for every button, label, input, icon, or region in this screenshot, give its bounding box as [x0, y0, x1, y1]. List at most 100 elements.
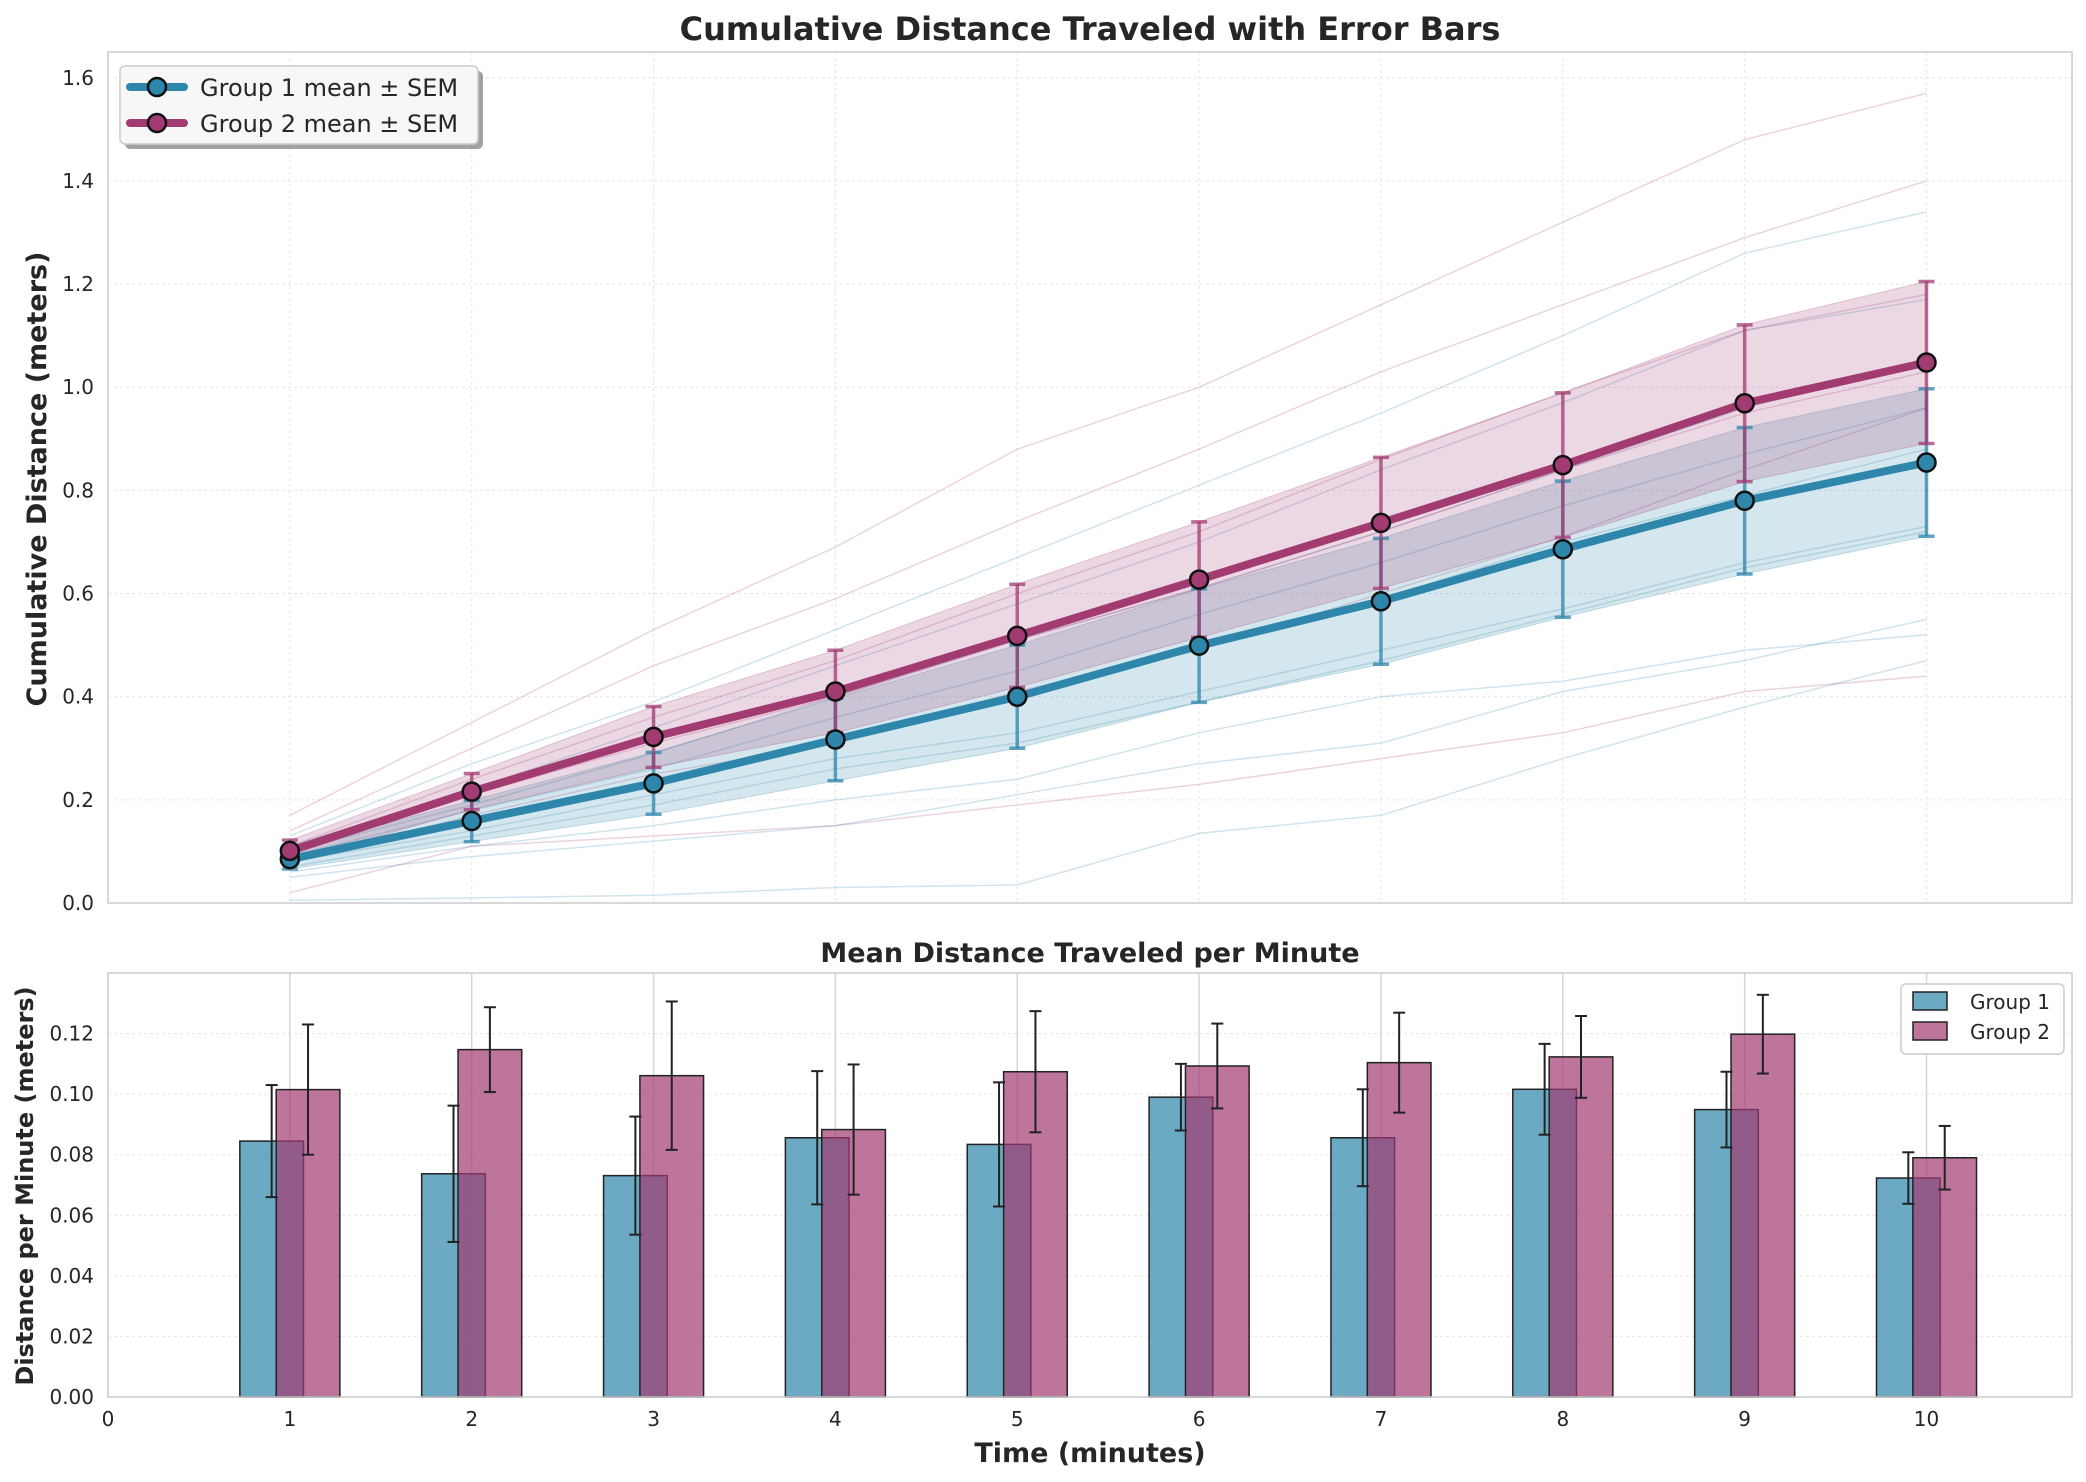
bar-error-bar-group-1: [1356, 1088, 1369, 1188]
y-tick-label: 0.4: [62, 685, 94, 709]
mean-point-group-1: [643, 773, 664, 794]
top-chart-plot-area: 0.0 0.2 0.4 0.6 0.8 1.0 1.2 1.4 1.6: [62, 51, 2073, 915]
y-tick-label: 0.2: [62, 788, 94, 812]
mean-point-group-2: [1188, 569, 1210, 590]
bar-group-2: [1548, 1056, 1614, 1398]
individual-trace: [289, 659, 1927, 902]
mean-line-group-1: [289, 458, 1928, 864]
bar-error-bar-group-1: [629, 1115, 642, 1236]
x-tick-label: 3: [647, 1407, 660, 1431]
bottom-chart-title: Mean Distance Traveled per Minute: [820, 938, 1359, 969]
plot-frame: [107, 51, 2073, 904]
bar-group-2: [1730, 1033, 1796, 1398]
mean-point-group-1: [1916, 452, 1937, 473]
bar-error-bar-group-1: [1538, 1042, 1551, 1136]
y-tick-label: 0.02: [49, 1324, 94, 1348]
y-tick-label: 0.06: [49, 1203, 94, 1227]
y-tick-label: 0.04: [49, 1264, 94, 1288]
legend-group-2-label: Group 2 mean ± SEM: [200, 110, 458, 138]
mean-point-group-1: [1188, 635, 1210, 656]
bar-error-bar-group-2: [1938, 1124, 1951, 1191]
individual-trace: [289, 618, 1927, 878]
legend-group-2-marker: [146, 112, 168, 134]
bar-error-bar-group-2: [302, 1023, 315, 1156]
x-tick-label: 7: [1375, 1407, 1388, 1431]
y-tick-label: 0.00: [49, 1385, 94, 1409]
bar-group-2: [1184, 1065, 1250, 1398]
individual-trace: [289, 211, 1927, 837]
y-tick-label: 0.6: [62, 582, 94, 606]
mean-point-group-1: [825, 729, 846, 750]
y-tick-label: 1.6: [62, 66, 94, 90]
mean-point-group-1: [1370, 591, 1392, 612]
legend-group-1-marker: [146, 76, 168, 98]
bottom-chart-plot-area: 0.00 0.02 0.04 0.06 0.08 0.10 0.12 0 1 2 3 4 5 6 7 8 9 10: [49, 972, 2073, 1431]
individual-trace: [289, 92, 1927, 816]
top-chart-legend: Group 1 mean ± SEM Group 2 mean ± SEM: [119, 65, 483, 149]
individual-trace: [289, 180, 1927, 832]
mean-point-group-2: [1370, 512, 1392, 534]
individual-trace: [289, 371, 1927, 853]
x-tick-label: 6: [1193, 1407, 1206, 1431]
x-tick-label: 2: [465, 1407, 478, 1431]
bar-error-bar-group-2: [1756, 993, 1769, 1075]
bar-error-bar-group-1: [1720, 1070, 1733, 1149]
individual-trace: [289, 407, 1927, 858]
x-tick-label: 10: [1914, 1407, 1939, 1431]
bar-error-bar-group-1: [1174, 1062, 1187, 1132]
bar-error-bar-group-1: [811, 1070, 824, 1206]
plot-frame: [107, 972, 2073, 1398]
legend-group-2-patch: [1912, 1021, 1948, 1041]
bar-error-bar-group-2: [1393, 1011, 1406, 1114]
bar-error-bar-group-2: [1029, 1010, 1042, 1134]
mean-point-group-2: [825, 681, 846, 702]
y-tick-label: 0.0: [62, 891, 94, 915]
individual-trace: [289, 675, 1927, 894]
top-chart-y-axis-label: Cumulative Distance (meters): [22, 252, 53, 707]
mean-point-group-1: [1007, 686, 1028, 707]
individual-trace: [289, 525, 1927, 863]
mean-line-group-2: [288, 358, 1928, 855]
top-chart-title: Cumulative Distance Traveled with Error …: [680, 10, 1501, 48]
bar-error-bar-group-2: [1575, 1015, 1587, 1099]
y-tick-label: 0.10: [49, 1082, 94, 1106]
legend-group-1-patch: [1912, 991, 1948, 1011]
mean-point-group-2: [1734, 392, 1755, 414]
mean-point-group-1: [461, 810, 482, 832]
bar-error-bar-group-2: [483, 1006, 496, 1094]
legend-group-1-label: Group 1: [1970, 990, 2050, 1014]
bar-error-bar-group-1: [1902, 1151, 1915, 1205]
bottom-chart-x-axis-label: Time (minutes): [974, 1438, 1205, 1469]
x-tick-label: 0: [102, 1407, 115, 1431]
legend-frame: [119, 65, 479, 145]
y-tick-label: 1.2: [62, 272, 94, 296]
bar-error-bar-group-2: [665, 1000, 678, 1151]
x-tick-label: 5: [1011, 1407, 1024, 1431]
individual-trace: [289, 634, 1927, 873]
x-tick-label: 1: [283, 1407, 296, 1431]
x-tick-label: 9: [1738, 1407, 1751, 1431]
individual-trace: [289, 360, 1927, 853]
bar-group-2: [1912, 1156, 1978, 1398]
mean-point-group-2: [1007, 625, 1028, 647]
y-tick-label: 0.8: [62, 478, 94, 502]
mean-point-group-1: [1552, 538, 1574, 560]
x-tick-label: 8: [1556, 1407, 1569, 1431]
bottom-chart-y-axis-label: Distance per Minute (meters): [11, 986, 39, 1385]
mean-point-group-2: [1552, 454, 1574, 476]
bar-group-2: [457, 1048, 523, 1398]
bar-error-bar-group-1: [447, 1104, 460, 1243]
bar-error-bar-group-2: [1211, 1022, 1224, 1110]
y-tick-label: 1.0: [62, 375, 94, 399]
y-tick-label: 0.08: [49, 1143, 94, 1167]
legend-group-1-label: Group 1 mean ± SEM: [200, 74, 458, 102]
bar-error-bar-group-1: [265, 1084, 278, 1199]
mean-point-group-2: [643, 726, 664, 748]
individual-trace: [289, 530, 1927, 868]
mean-point-group-2: [461, 781, 482, 802]
individual-trace: [289, 298, 1927, 847]
legend-group-2-label: Group 2: [1970, 1020, 2050, 1044]
x-tick-label: 4: [829, 1407, 842, 1431]
mean-point-group-1: [1734, 490, 1755, 511]
